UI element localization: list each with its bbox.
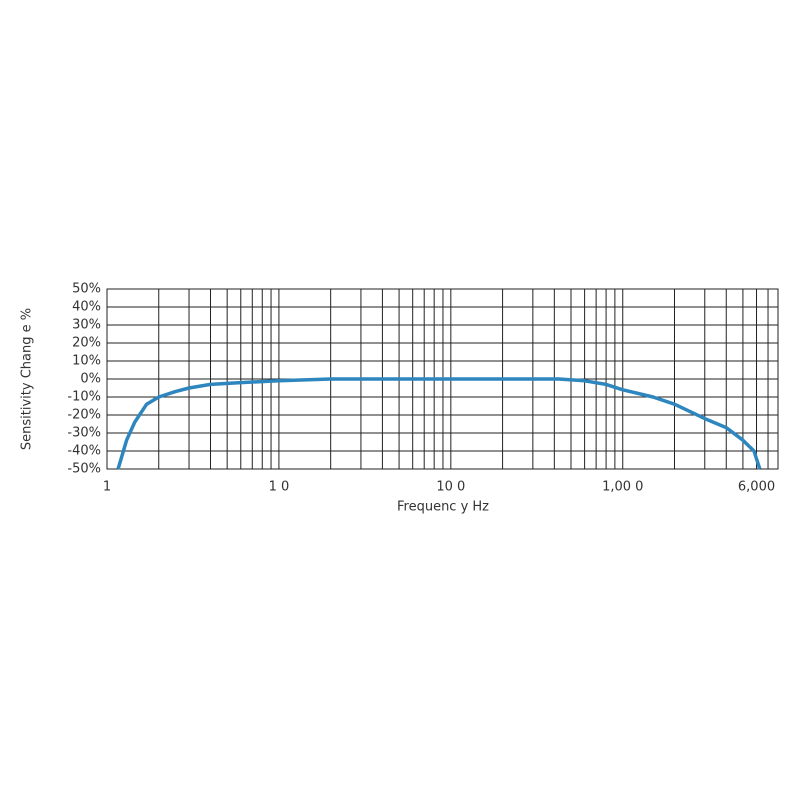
y-tick-label: -20% (67, 408, 101, 423)
y-tick-label: -40% (67, 444, 101, 459)
x-axis-title: Frequenc y Hz (397, 500, 489, 515)
y-tick-label: 40% (72, 300, 101, 315)
x-tick-label: 6,000 (738, 480, 775, 495)
y-tick-label: -10% (67, 390, 101, 405)
y-tick-label: 50% (72, 282, 101, 297)
x-tick-label: 1 0 (269, 480, 290, 495)
plot-frame (106, 288, 779, 470)
y-tick-label: 20% (72, 336, 101, 351)
y-tick-label: -50% (67, 462, 101, 477)
x-tick-label: 10 0 (436, 480, 465, 495)
x-tick-label: 1,00 0 (602, 480, 643, 495)
y-tick-label: -30% (67, 426, 101, 441)
y-tick-label: 10% (72, 354, 101, 369)
y-tick-label: 0% (80, 372, 101, 387)
x-tick-label: 1 (103, 480, 111, 495)
y-tick-label: 30% (72, 318, 101, 333)
y-axis-title: Sensitivity Chang e % (20, 308, 35, 450)
data-line (116, 377, 762, 470)
